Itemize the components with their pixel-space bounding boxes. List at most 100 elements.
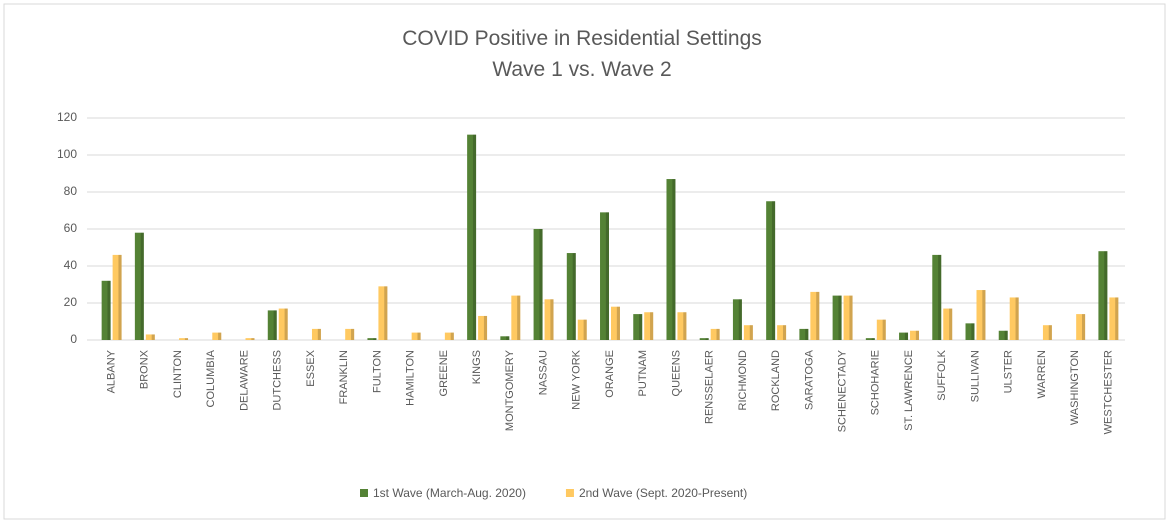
bar-face bbox=[976, 290, 986, 340]
bar bbox=[932, 254, 942, 340]
bar-face bbox=[378, 286, 388, 340]
bar-side bbox=[472, 134, 477, 340]
bar-face bbox=[145, 334, 155, 340]
bar bbox=[1109, 297, 1119, 340]
bar-side bbox=[915, 330, 920, 340]
bar bbox=[976, 290, 986, 340]
bar-face bbox=[710, 328, 720, 340]
bar-face bbox=[899, 332, 909, 340]
y-tick-label: 20 bbox=[64, 295, 78, 309]
bar-side bbox=[317, 328, 321, 340]
bar bbox=[467, 134, 477, 340]
x-tick-label: SARATOGA bbox=[803, 349, 815, 410]
bar-side bbox=[1004, 330, 1008, 340]
bar-side bbox=[616, 306, 620, 340]
bar bbox=[666, 179, 676, 340]
bar-side bbox=[672, 179, 676, 340]
bar bbox=[710, 328, 720, 340]
bar bbox=[566, 253, 576, 340]
bar-face bbox=[134, 232, 144, 340]
bar-side bbox=[273, 310, 277, 340]
bar-side bbox=[904, 332, 909, 340]
bar bbox=[743, 325, 753, 340]
bar bbox=[145, 334, 155, 340]
bar-side bbox=[971, 323, 975, 340]
bar bbox=[1042, 325, 1052, 340]
bar bbox=[699, 338, 709, 340]
bar-side bbox=[683, 312, 687, 340]
bar-side bbox=[218, 332, 222, 340]
bar-face bbox=[411, 332, 421, 340]
bar bbox=[777, 325, 787, 340]
bar-face bbox=[932, 254, 942, 340]
bar bbox=[1009, 297, 1019, 340]
bar-side bbox=[1048, 325, 1052, 340]
bar bbox=[112, 254, 122, 340]
bar-face bbox=[511, 295, 521, 340]
x-tick-label: RENSSELAER bbox=[704, 350, 716, 424]
bar-face bbox=[566, 253, 576, 340]
bar-side bbox=[716, 328, 720, 340]
x-tick-label: KINGS bbox=[471, 350, 483, 384]
x-tick-label: SUFFOLK bbox=[936, 349, 948, 400]
bar bbox=[101, 280, 111, 340]
bar-face bbox=[345, 328, 355, 340]
x-tick-label: WESTCHESTER bbox=[1102, 350, 1114, 434]
legend-label: 1st Wave (March-Aug. 2020) bbox=[373, 486, 526, 500]
x-tick-label: SCHENECTADY bbox=[836, 349, 848, 432]
bar-side bbox=[849, 295, 853, 340]
bar-face bbox=[1076, 314, 1086, 340]
bar-side bbox=[816, 291, 820, 340]
bar bbox=[766, 201, 776, 340]
bar-side bbox=[782, 325, 787, 340]
x-tick-label: SULLIVAN bbox=[969, 350, 981, 402]
bar-face bbox=[666, 179, 676, 340]
bar-side bbox=[871, 338, 875, 340]
bar-face bbox=[876, 319, 886, 340]
bar-face bbox=[600, 212, 609, 340]
bar-face bbox=[1098, 251, 1108, 340]
bar-side bbox=[151, 334, 155, 340]
bar bbox=[732, 299, 742, 340]
bar bbox=[1076, 314, 1086, 340]
x-tick-label: DELAWARE bbox=[238, 350, 250, 411]
legend-swatch bbox=[565, 489, 574, 497]
bar-side bbox=[639, 314, 643, 340]
bar-face bbox=[112, 254, 122, 340]
y-tick-label: 100 bbox=[57, 147, 77, 161]
x-tick-label: ROCKLAND bbox=[770, 350, 782, 411]
bar-face bbox=[544, 299, 554, 340]
x-tick-label: COLUMBIA bbox=[205, 349, 217, 407]
x-tick-label: HAMILTON bbox=[405, 350, 417, 406]
bar-face bbox=[533, 229, 543, 340]
bar-face bbox=[278, 308, 288, 340]
bar bbox=[500, 336, 510, 340]
bar-face bbox=[943, 308, 953, 340]
bar-side bbox=[384, 286, 388, 340]
bar-side bbox=[650, 312, 654, 340]
bar-side bbox=[1015, 297, 1019, 340]
bar-face bbox=[212, 332, 222, 340]
bar-face bbox=[832, 295, 842, 340]
bar-side bbox=[572, 253, 576, 340]
bar bbox=[577, 319, 587, 340]
x-tick-label: GREENE bbox=[438, 350, 450, 396]
bar-side bbox=[284, 308, 288, 340]
y-tick-label: 80 bbox=[64, 184, 78, 198]
bar bbox=[810, 291, 820, 340]
bar bbox=[677, 312, 687, 340]
chart-title: COVID Positive in Residential Settings bbox=[402, 27, 762, 50]
x-tick-label: RICHMOND bbox=[737, 350, 749, 411]
bar-side bbox=[705, 338, 709, 340]
bar-face bbox=[644, 312, 654, 340]
bar-face bbox=[1042, 325, 1052, 340]
bar-face bbox=[500, 336, 510, 340]
bar-side bbox=[838, 295, 842, 340]
bar-face bbox=[766, 201, 776, 340]
y-tick-label: 120 bbox=[57, 110, 77, 124]
bar-face bbox=[965, 323, 975, 340]
x-tick-label: DUTCHESS bbox=[272, 350, 284, 411]
bar-face bbox=[865, 338, 875, 340]
bar bbox=[611, 306, 620, 340]
